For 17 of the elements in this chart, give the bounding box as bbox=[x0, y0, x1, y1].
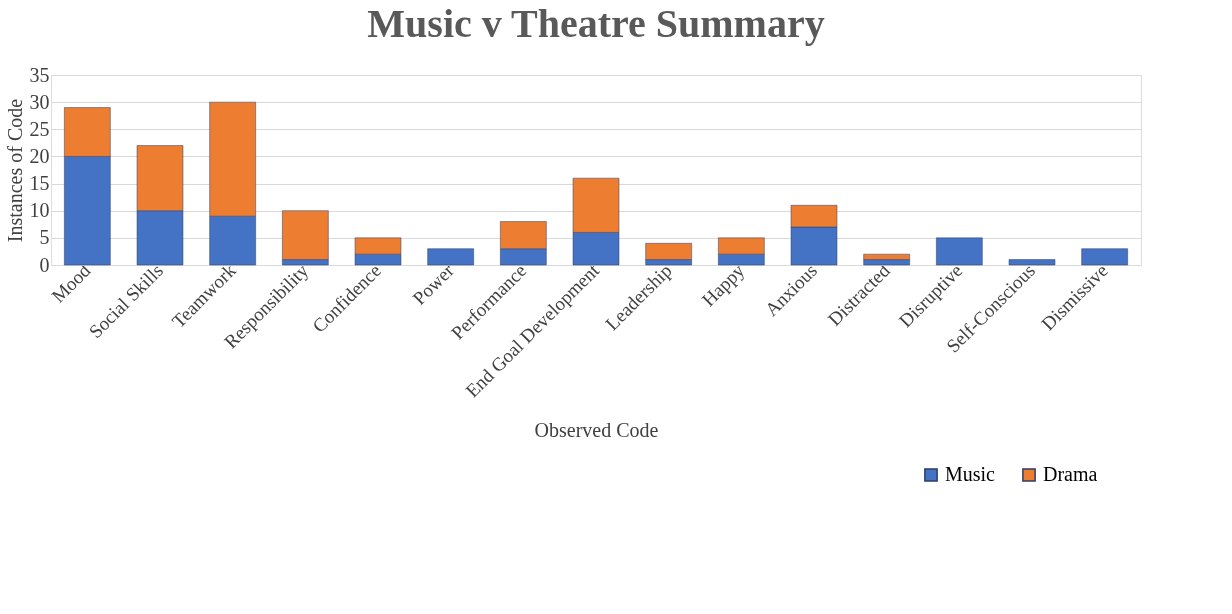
y-tick-label: 35 bbox=[29, 63, 50, 86]
bar bbox=[1008, 259, 1056, 266]
y-tick-label: 0 bbox=[39, 253, 50, 276]
y-tick-label: 15 bbox=[29, 172, 50, 195]
x-axis-title: Observed Code bbox=[534, 419, 659, 442]
y-tick-label: 10 bbox=[29, 199, 50, 222]
bar bbox=[936, 237, 983, 266]
legend-label: Music bbox=[945, 463, 996, 485]
bar bbox=[427, 248, 474, 266]
y-axis-title: Instances of Code bbox=[3, 98, 26, 243]
y-tick-label: 5 bbox=[39, 226, 50, 249]
y-tick-label: 25 bbox=[29, 117, 50, 140]
y-tick-label: 20 bbox=[29, 144, 50, 167]
legend-label: Drama bbox=[1043, 463, 1098, 485]
bar bbox=[1081, 248, 1128, 266]
y-tick-label: 30 bbox=[29, 90, 50, 113]
chart-title: Music v Theatre Summary bbox=[367, 1, 825, 46]
